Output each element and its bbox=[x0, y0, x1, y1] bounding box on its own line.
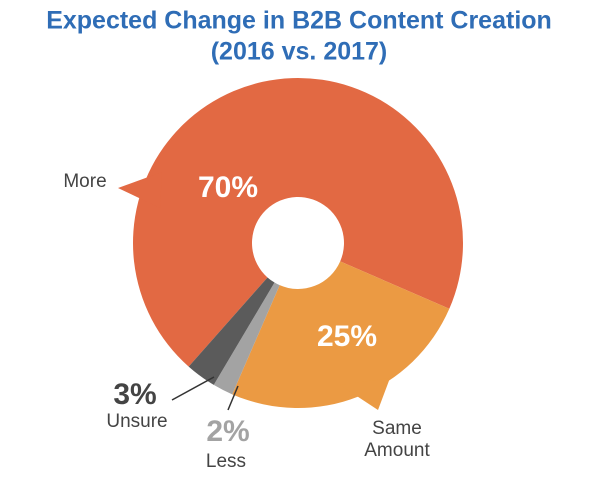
value-label: 3% bbox=[113, 378, 156, 411]
value-label: 25% bbox=[317, 320, 377, 353]
value-label: 2% bbox=[206, 415, 249, 448]
category-label: More bbox=[63, 171, 106, 192]
callouts bbox=[118, 172, 390, 411]
category-label: Unsure bbox=[106, 411, 167, 432]
chart-title: Expected Change in B2B Content Creation bbox=[46, 7, 552, 35]
donut-slice bbox=[213, 282, 280, 395]
donut-slice bbox=[232, 261, 450, 408]
slices bbox=[133, 78, 464, 408]
callout-pointer bbox=[118, 172, 162, 208]
donut-slice bbox=[133, 78, 464, 367]
leader-line bbox=[227, 385, 239, 411]
chart-subtitle: (2016 vs. 2017) bbox=[211, 38, 388, 66]
value-label: 70% bbox=[198, 171, 258, 204]
donut-slice bbox=[188, 277, 275, 385]
callout-pointer bbox=[340, 378, 390, 410]
category-label: Same Amount bbox=[364, 418, 430, 461]
leader-line bbox=[171, 376, 215, 401]
category-label: Less bbox=[206, 451, 246, 472]
